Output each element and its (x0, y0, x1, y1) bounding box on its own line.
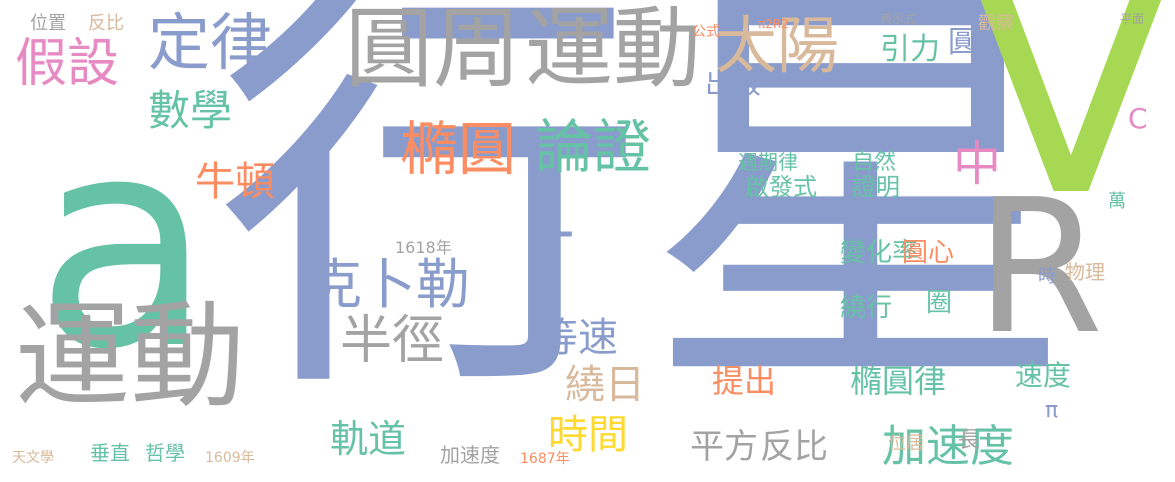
cloud-word-33: 繞行 (840, 293, 893, 323)
cloud-word-45: 1618年 (395, 238, 452, 257)
cloud-word-22: 中 (953, 136, 1002, 192)
cloud-word-12: 克卜勒 (308, 253, 470, 316)
cloud-word-51: 加速度 (440, 443, 500, 467)
cloud-word-3: R (975, 159, 1104, 375)
cloud-word-40: 公式 (692, 24, 720, 40)
cloud-word-36: 引力 (880, 32, 940, 67)
cloud-word-28: 圓心 (902, 238, 955, 268)
cloud-word-39: 反比 (88, 13, 124, 34)
cloud-word-48: 天文學 (12, 450, 54, 466)
cloud-word-24: 繞日 (565, 362, 645, 408)
cloud-word-5: 圓周 (345, 0, 522, 100)
cloud-word-56: 時 (1038, 266, 1056, 287)
cloud-word-43: 觀察 (978, 13, 1014, 34)
cloud-word-6: 運動 (525, 0, 702, 100)
cloud-word-19: 平方 (690, 427, 758, 467)
cloud-word-52: 長 (958, 428, 981, 453)
cloud-word-1: a (35, 76, 213, 413)
cloud-word-14: 數學 (148, 86, 233, 135)
cloud-word-2: V (965, 0, 1175, 265)
cloud-word-15: 牛頓 (195, 159, 275, 205)
cloud-word-16: 時間 (548, 412, 628, 458)
cloud-word-59: C (1128, 102, 1148, 135)
cloud-word-35: 出版 (705, 67, 762, 100)
cloud-word-8: 太陽 (715, 9, 840, 82)
cloud-word-23: 等速 (538, 315, 618, 361)
cloud-word-7: 定律 (148, 6, 273, 79)
cloud-word-30: 證明 (852, 173, 900, 201)
cloud-word-13: 半徑 (340, 311, 445, 371)
cloud-word-32: 自然 (852, 150, 897, 175)
cloud-word-50: 哲學 (145, 441, 185, 465)
cloud-word-4: 運動 (15, 290, 246, 424)
cloud-word-37: 圓 (948, 25, 978, 60)
cloud-word-31: 週期律 (738, 150, 798, 174)
cloud-word-9: 假設 (15, 34, 120, 94)
cloud-word-18: 軌道 (330, 417, 407, 461)
cloud-word-25: 提出 (712, 362, 777, 400)
cloud-word-29: 啟發式 (745, 173, 817, 201)
cloud-word-10: 橢圓 (400, 115, 517, 183)
cloud-word-57: 萬 (1108, 191, 1126, 212)
cloud-word-0: 行星 (215, 0, 1075, 445)
cloud-word-54: 速度 (1015, 359, 1072, 392)
cloud-word-38: 位置 (30, 13, 66, 34)
cloud-word-49: 垂直 (90, 441, 130, 465)
cloud-word-44: 平面 (1120, 12, 1145, 26)
cloud-word-55: 物理 (1065, 260, 1105, 284)
cloud-word-20: 反比 (760, 427, 828, 467)
cloud-word-41: π2R2 (758, 17, 789, 31)
cloud-word-21: T (535, 220, 572, 290)
cloud-word-11: 論證 (535, 113, 652, 181)
cloud-word-47: 1687年 (520, 451, 570, 467)
cloud-word-42: 表示式 (880, 12, 917, 26)
cloud-word-46: 1609年 (205, 450, 255, 466)
cloud-word-27: 變化率 (840, 238, 919, 268)
cloud-word-34: 圈 (926, 288, 953, 318)
cloud-word-26: 橢圓律 (850, 362, 947, 400)
cloud-word-58: π (1045, 398, 1059, 423)
cloud-word-17: 加速度 (882, 421, 1014, 472)
cloud-word-53: 位居 (888, 433, 924, 454)
